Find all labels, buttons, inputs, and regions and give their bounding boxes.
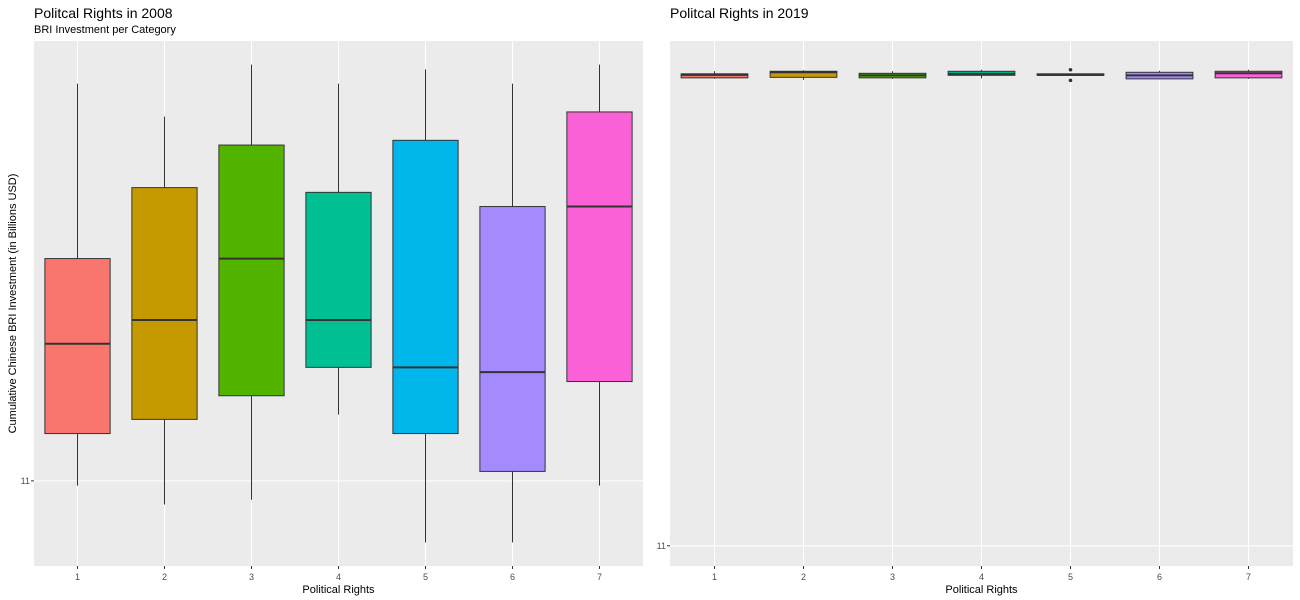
- x-tick-label: 2: [801, 572, 806, 582]
- x-tick-label: 6: [1157, 572, 1162, 582]
- x-tick-label: 5: [1068, 572, 1073, 582]
- chart-title: Politcal Rights in 2019: [670, 5, 809, 21]
- outlier-point: [1068, 78, 1073, 83]
- x-tick-label: 3: [890, 572, 895, 582]
- x-axis-title: Political Rights: [302, 584, 375, 596]
- box: [769, 70, 838, 78]
- chart-subtitle: BRI Investment per Category: [34, 24, 176, 36]
- x-tick-label: 7: [597, 572, 602, 582]
- box: [1214, 70, 1283, 79]
- x-tick-label: 3: [249, 572, 254, 582]
- box: [566, 111, 633, 383]
- y-tick-label: 11: [657, 541, 666, 551]
- y-tick-label: 11: [21, 476, 30, 486]
- x-tick-label: 1: [712, 572, 717, 582]
- x-tick-label: 7: [1246, 572, 1251, 582]
- outlier-point: [1068, 67, 1073, 72]
- x-tick-label: 4: [979, 572, 984, 582]
- x-tick-label: 1: [75, 572, 80, 582]
- box: [131, 187, 198, 420]
- box: [305, 191, 372, 368]
- chart-2008: Politcal Rights in 2008 BRI Investment p…: [7, 5, 643, 596]
- x-tick-label: 6: [510, 572, 515, 582]
- chart-title: Politcal Rights in 2008: [34, 5, 173, 21]
- y-axis-title: Cumulative Chinese BRI Investment (in Bi…: [7, 174, 19, 434]
- x-tick-label: 2: [162, 572, 167, 582]
- x-tick-label: 4: [336, 572, 341, 582]
- box: [680, 73, 749, 79]
- box: [218, 144, 285, 397]
- box: [44, 258, 111, 435]
- box: [392, 139, 459, 435]
- x-axis-title: Political Rights: [945, 584, 1018, 596]
- chart-2019: Politcal Rights in 2019 11 1 2 3 4 5 6 7 Politic…: [650, 0, 1300, 600]
- x-tick-label: 5: [423, 572, 428, 582]
- box: [479, 206, 546, 472]
